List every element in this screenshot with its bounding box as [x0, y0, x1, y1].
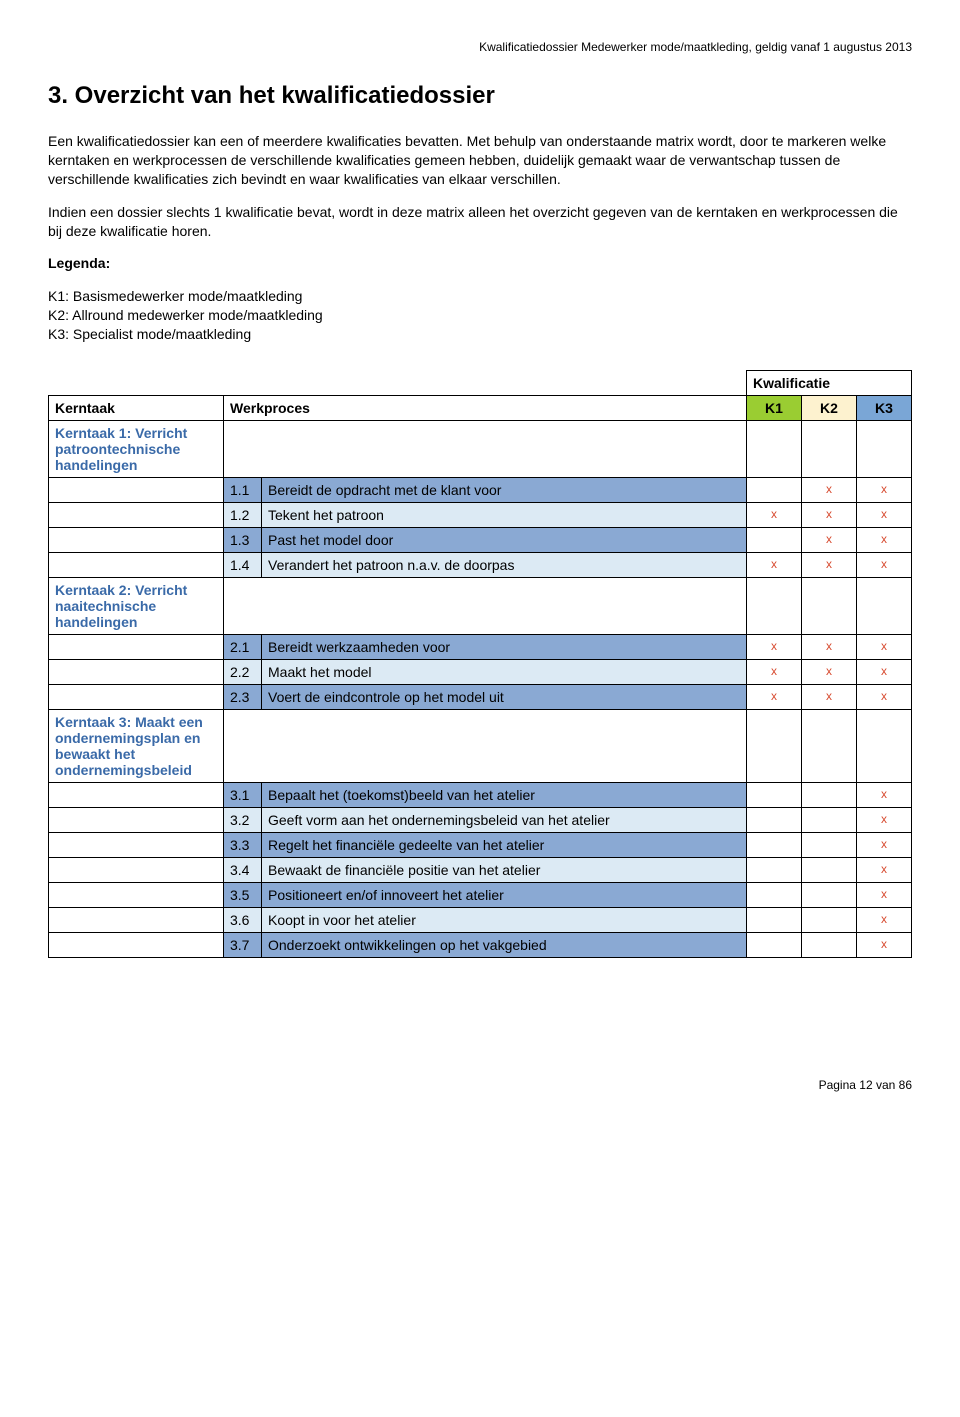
mark-3.2-k3: x [856, 808, 911, 833]
mark-2.2-k2: x [801, 660, 856, 685]
mark-3.7-k3: x [856, 933, 911, 958]
mark-1.4-k1: x [746, 553, 801, 578]
intro-paragraph-1: Een kwalificatiedossier kan een of meerd… [48, 132, 912, 189]
wp-num-2.1: 2.1 [224, 635, 262, 660]
wp-text-3.7: Onderzoekt ontwikkelingen op het vakgebi… [262, 933, 747, 958]
mark-1.3-k2: x [801, 528, 856, 553]
mark-2.3-k2: x [801, 685, 856, 710]
wp-text-1.4: Verandert het patroon n.a.v. de doorpas [262, 553, 747, 578]
legenda-k2: K2: Allround medewerker mode/maatkleding [48, 306, 912, 325]
mark-2.3-k1: x [746, 685, 801, 710]
page-title: 3. Overzicht van het kwalificatiedossier [48, 82, 912, 110]
wp-text-1.1: Bereidt de opdracht met de klant voor [262, 478, 747, 503]
wp-text-2.3: Voert de eindcontrole op het model uit [262, 685, 747, 710]
mark-1.1-k2: x [801, 478, 856, 503]
wp-text-1.3: Past het model door [262, 528, 747, 553]
mark-1.4-k3: x [856, 553, 911, 578]
header-k1: K1 [746, 396, 801, 421]
wp-num-1.3: 1.3 [224, 528, 262, 553]
mark-2.2-k3: x [856, 660, 911, 685]
wp-num-2.3: 2.3 [224, 685, 262, 710]
header-kerntaak: Kerntaak [49, 396, 224, 421]
mark-2.3-k3: x [856, 685, 911, 710]
mark-2.1-k3: x [856, 635, 911, 660]
section-title-1: Kerntaak 1: Verricht patroontechnische h… [49, 421, 224, 478]
header-werkproces: Werkproces [224, 396, 747, 421]
mark-1.2-k3: x [856, 503, 911, 528]
running-header: Kwalificatiedossier Medewerker mode/maat… [48, 40, 912, 54]
mark-2.1-k1: x [746, 635, 801, 660]
mark-3.6-k3: x [856, 908, 911, 933]
mark-3.5-k3: x [856, 883, 911, 908]
wp-text-2.1: Bereidt werkzaamheden voor [262, 635, 747, 660]
wp-num-3.6: 3.6 [224, 908, 262, 933]
wp-num-3.1: 3.1 [224, 783, 262, 808]
wp-text-3.6: Koopt in voor het atelier [262, 908, 747, 933]
mark-3.1-k3: x [856, 783, 911, 808]
wp-num-3.7: 3.7 [224, 933, 262, 958]
wp-text-3.2: Geeft vorm aan het ondernemingsbeleid va… [262, 808, 747, 833]
mark-1.1-k3: x [856, 478, 911, 503]
legenda-k3: K3: Specialist mode/maatkleding [48, 325, 912, 344]
wp-text-3.5: Positioneert en/of innoveert het atelier [262, 883, 747, 908]
wp-num-2.2: 2.2 [224, 660, 262, 685]
mark-3.4-k3: x [856, 858, 911, 883]
wp-text-3.3: Regelt het financiële gedeelte van het a… [262, 833, 747, 858]
legenda-heading: Legenda: [48, 254, 912, 273]
page-footer: Pagina 12 van 86 [48, 1078, 912, 1092]
wp-text-1.2: Tekent het patroon [262, 503, 747, 528]
legenda-k1: K1: Basismedewerker mode/maatkleding [48, 287, 912, 306]
wp-text-3.1: Bepaalt het (toekomst)beeld van het atel… [262, 783, 747, 808]
mark-2.1-k2: x [801, 635, 856, 660]
wp-num-1.2: 1.2 [224, 503, 262, 528]
wp-text-2.2: Maakt het model [262, 660, 747, 685]
wp-num-3.2: 3.2 [224, 808, 262, 833]
header-k2: K2 [801, 396, 856, 421]
wp-num-3.3: 3.3 [224, 833, 262, 858]
mark-1.2-k2: x [801, 503, 856, 528]
mark-2.2-k1: x [746, 660, 801, 685]
mark-1.4-k2: x [801, 553, 856, 578]
wp-num-3.4: 3.4 [224, 858, 262, 883]
wp-num-3.5: 3.5 [224, 883, 262, 908]
mark-1.2-k1: x [746, 503, 801, 528]
wp-text-3.4: Bewaakt de financiële positie van het at… [262, 858, 747, 883]
section-title-2: Kerntaak 2: Verricht naaitechnische hand… [49, 578, 224, 635]
wp-num-1.4: 1.4 [224, 553, 262, 578]
header-k3: K3 [856, 396, 911, 421]
header-kwalificatie: Kwalificatie [746, 371, 911, 396]
wp-num-1.1: 1.1 [224, 478, 262, 503]
mark-3.3-k3: x [856, 833, 911, 858]
mark-1.3-k3: x [856, 528, 911, 553]
section-title-3: Kerntaak 3: Maakt een ondernemingsplan e… [49, 710, 224, 783]
intro-paragraph-2: Indien een dossier slechts 1 kwalificati… [48, 203, 912, 241]
matrix-table: Kwalificatie KerntaakWerkprocesK1K2K3 Kern… [48, 370, 912, 958]
